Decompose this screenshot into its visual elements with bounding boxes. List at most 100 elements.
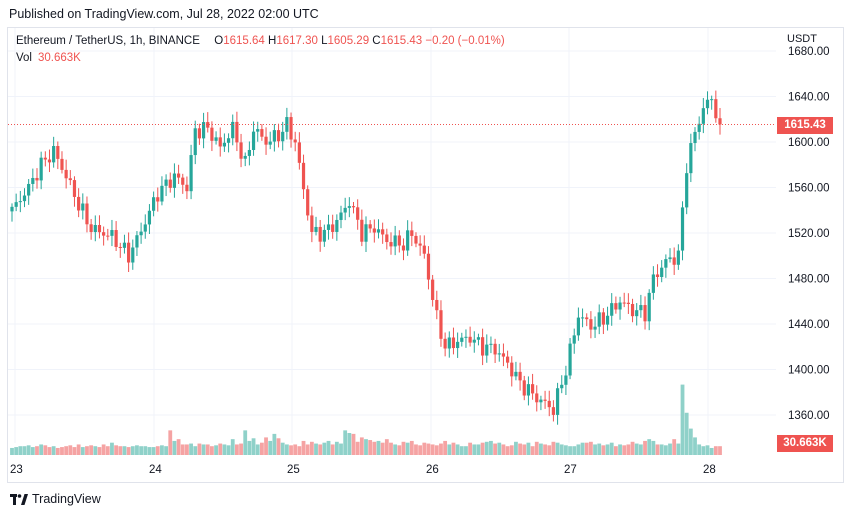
volume-bar (701, 446, 706, 455)
candle-body (172, 173, 177, 188)
candle-body (127, 242, 131, 263)
volume-bar (139, 446, 144, 455)
x-tick-label: 27 (564, 464, 577, 476)
candle-body (310, 215, 314, 232)
y-tick-label: 1400.00 (788, 365, 830, 377)
candle-body (239, 142, 243, 159)
x-tick-label: 28 (703, 464, 716, 476)
volume-bar (668, 443, 672, 455)
candle-body (326, 224, 331, 230)
candle-body (160, 185, 164, 202)
currency-label: USDT (787, 33, 817, 45)
candle-body (347, 206, 351, 208)
candle-body (580, 317, 585, 319)
volume-bar (105, 446, 110, 455)
candle-body (693, 131, 697, 144)
candle-body (189, 155, 193, 192)
volume-label[interactable]: Vol (16, 52, 32, 64)
candle-body (431, 279, 435, 300)
volume-bar (626, 444, 631, 455)
candle-body (306, 189, 310, 216)
y-tick-label: 1360.00 (788, 410, 830, 422)
candle-body (551, 407, 556, 415)
candle-body (214, 137, 218, 141)
candle-body (597, 312, 601, 327)
volume-bar (430, 444, 435, 455)
volume-bar (122, 446, 127, 455)
volume-bar (539, 443, 543, 455)
volume-bar (618, 444, 622, 455)
volume-bar (597, 443, 602, 455)
candle-body (293, 139, 297, 143)
candle-body (27, 183, 31, 196)
candle-body (589, 319, 593, 330)
y-tick-label: 1600.00 (788, 137, 830, 149)
volume-bar (663, 445, 668, 455)
volume-bar (151, 447, 156, 455)
volume-bar (634, 443, 639, 455)
volume-bar (414, 444, 418, 455)
candle-body (547, 400, 551, 408)
candle-body (31, 177, 35, 184)
candle-body (401, 245, 406, 251)
candle-body (710, 99, 714, 101)
x-tick-label: 23 (10, 464, 23, 476)
candle-body (660, 267, 664, 278)
candle-body (718, 118, 722, 125)
candle-body (381, 229, 385, 235)
volume-bar (143, 446, 148, 455)
candle-body (610, 303, 614, 316)
volume-bar (218, 443, 223, 455)
candle-body (639, 305, 643, 311)
candle-body (260, 129, 264, 137)
candle-body (102, 232, 106, 236)
volume-bar (638, 444, 643, 455)
candle-body (285, 117, 289, 132)
volume-bar (418, 445, 423, 455)
volume-bar (384, 439, 389, 455)
footer-brand[interactable]: TradingView (10, 492, 101, 506)
volume-bar (339, 443, 343, 455)
symbol-label[interactable]: Ethereum / TetherUS, 1h, BINANCE (16, 35, 200, 47)
volume-bar (588, 441, 593, 455)
volume-bar (247, 440, 252, 455)
volume-bar (464, 446, 468, 455)
volume-bar (193, 446, 198, 455)
candle-body (339, 212, 343, 220)
high-value: 1617.30 (276, 35, 318, 47)
volume-bar (22, 446, 27, 455)
volume-bar (389, 442, 393, 455)
candle-body (218, 137, 222, 147)
volume-bar (576, 444, 581, 455)
candle-body (331, 224, 335, 232)
volume-bar (239, 443, 243, 455)
candle-body (426, 253, 431, 280)
candle-body (564, 375, 568, 385)
candle-body (456, 341, 460, 349)
volume-bar (622, 445, 627, 455)
volume-bar (630, 441, 635, 455)
volume-bar (484, 441, 489, 455)
candle-body (647, 292, 651, 322)
candle-body (168, 179, 172, 188)
candle-body (506, 356, 510, 363)
candle-body (393, 235, 397, 247)
volume-bar (101, 444, 106, 455)
volume-bar (530, 446, 535, 455)
volume-bar (334, 441, 339, 455)
candle-body (135, 235, 139, 248)
candle-body (97, 224, 102, 233)
volume-bar (322, 442, 327, 455)
volume-bar (518, 443, 522, 455)
volume-bar (64, 446, 69, 455)
volume-bar (409, 440, 414, 455)
volume-bar (18, 446, 23, 455)
y-tick-label: 1560.00 (788, 183, 830, 195)
volume-bar (293, 444, 298, 455)
price-chart[interactable]: 1360.00 1400.00 1440.00 1480.00 1520.00 1560.… (8, 28, 844, 483)
candle-body (247, 149, 251, 156)
volume-bar (522, 444, 527, 455)
candle-body (385, 234, 389, 243)
volume-bar (168, 430, 173, 455)
volume-bar (276, 438, 281, 455)
